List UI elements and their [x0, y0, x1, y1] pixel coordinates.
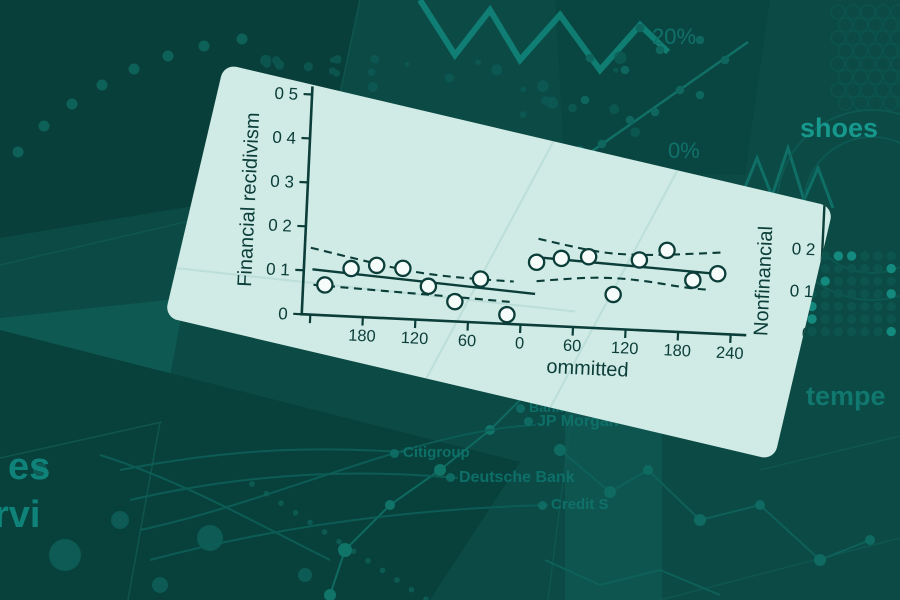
data-point [342, 259, 360, 278]
data-point [316, 276, 334, 294]
bg-percent-label-0: 0% [668, 138, 700, 163]
data-point [604, 285, 622, 304]
bg-honeycomb [830, 4, 900, 111]
node-dot-icon [524, 417, 533, 427]
y-left-tick-label: 0 2 [268, 216, 293, 236]
data-point [630, 251, 649, 269]
bg-bank-label-deutsche-bank: Deutsche Bank [446, 469, 575, 487]
bg-beaded-arc [12, 33, 248, 158]
data-point [419, 277, 438, 296]
y-left-tick-label: 0 5 [274, 84, 299, 104]
ci-band-left-lower [313, 283, 513, 304]
node-dot-icon [516, 403, 525, 413]
data-point [658, 241, 676, 260]
data-point [708, 265, 727, 283]
x-axis-title: ommitted [546, 356, 629, 382]
bg-mountain-sparkline [733, 143, 835, 213]
bg-dot-cluster [260, 51, 641, 138]
y-right-tick-label: 0 2 [791, 239, 816, 259]
y-axis-left-line [300, 86, 314, 316]
bg-network-graph [544, 444, 875, 596]
data-point [446, 292, 464, 311]
data-point [684, 271, 702, 289]
data-point [471, 270, 490, 288]
x-axis-line [301, 312, 747, 337]
bg-dotted-line [249, 481, 429, 600]
x-tick-label: 60 [457, 332, 476, 351]
x-tick-label: 180 [663, 341, 691, 360]
x-tick-label: 0 [515, 334, 525, 352]
data-point [367, 256, 386, 275]
bg-percent-label-20: 20% [652, 24, 697, 49]
x-tick-label: 180 [348, 326, 376, 345]
x-tick-label: 240 [716, 344, 744, 363]
bg-text-es: es [8, 446, 51, 488]
data-point [498, 305, 516, 324]
y-axis-right-title: Nonfinancial [750, 225, 777, 336]
bg-panel [555, 0, 770, 175]
bg-bank-label-credit: Credit S [538, 496, 609, 513]
bg-text-shoes: shoes [800, 113, 879, 143]
y-left-tick-label: 0 [278, 304, 288, 323]
bg-bubbles [33, 463, 312, 593]
bg-bank-label-citigroup: Citigroup [390, 444, 470, 461]
bg-bank-tree [99, 424, 549, 561]
node-dot-icon [390, 448, 399, 458]
y-axis-left-title: Financial recidivism [234, 112, 264, 287]
y-left-tick-label: 0 3 [270, 172, 295, 192]
y-right-tick-label: 0 1 [789, 281, 814, 301]
bg-text-tempe: tempe [806, 381, 886, 411]
x-tick-label: 120 [610, 339, 638, 358]
x-tick-label: 60 [563, 337, 582, 356]
x-tick-label: 120 [400, 329, 428, 348]
bg-panel-dark-wedge [0, 330, 520, 600]
y-left-tick-label: 0 4 [272, 128, 297, 148]
data-point [527, 253, 546, 272]
ci-band-right-lower [536, 276, 707, 291]
bg-text-rvi: rvi [0, 494, 41, 536]
data-point [579, 247, 598, 266]
node-dot-icon [446, 473, 455, 483]
y-left-tick-label: 0 1 [266, 260, 291, 280]
node-dot-icon [538, 500, 547, 510]
bg-zigzag-line-chart [417, 0, 671, 75]
data-point [394, 259, 412, 278]
data-point [552, 249, 571, 268]
